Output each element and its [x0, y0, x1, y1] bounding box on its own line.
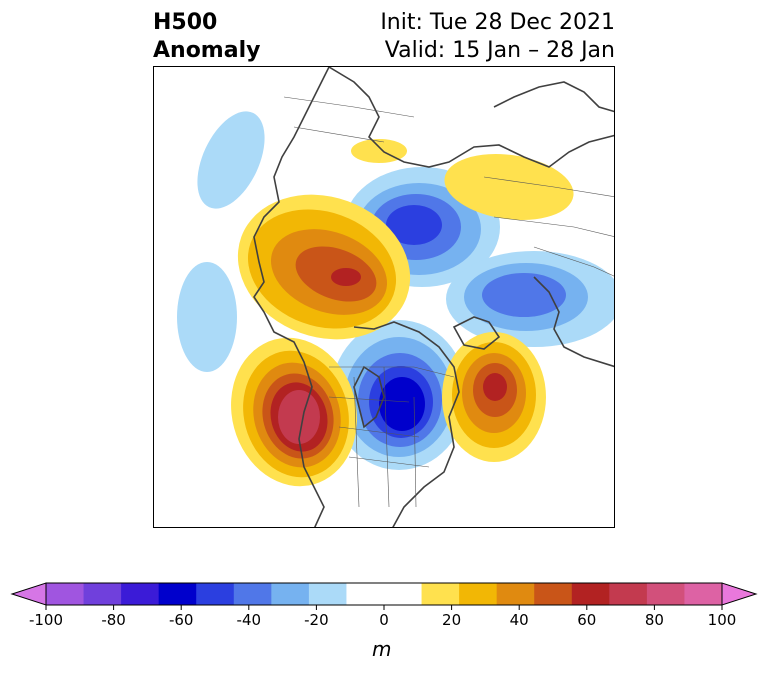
field-title: H500 Anomaly: [153, 9, 260, 65]
colorbar-cell: [308, 583, 347, 605]
colorbar-cell: [346, 583, 385, 605]
colorbar-unit: m: [372, 637, 392, 661]
negative-anomaly-eastern-canada: [331, 320, 467, 470]
colorbar-extend-high: [721, 582, 758, 606]
colorbar-tick-label: -20: [304, 611, 329, 629]
colorbar-cell: [459, 583, 498, 605]
negative-anomaly-east-asia: [446, 251, 614, 347]
colorbar-cell: [384, 583, 423, 605]
negative-anomaly-west-pacific: [177, 111, 265, 372]
colorbar-cell: [233, 583, 272, 605]
colorbar-tick-label: -80: [101, 611, 126, 629]
colorbar-tick-label: 60: [577, 611, 596, 629]
colorbar-cell: [121, 583, 160, 605]
colorbar-tick-label: 80: [645, 611, 664, 629]
colorbar-cell: [534, 583, 573, 605]
field-title-line2: Anomaly: [153, 38, 261, 63]
colorbar-tick-label: 20: [442, 611, 461, 629]
colorbar-cell: [421, 583, 460, 605]
colorbar-cell: [684, 583, 723, 605]
colorbar-tick-label: 40: [510, 611, 529, 629]
colorbar-tick-label: 100: [708, 611, 737, 629]
valid-range: Valid: 15 Jan – 28 Jan: [384, 38, 615, 63]
map-canvas: [177, 67, 614, 527]
coastlines: [253, 67, 614, 527]
colorbar-cell: [646, 583, 685, 605]
colorbar-cell: [609, 583, 648, 605]
init-date: Init: Tue 28 Dec 2021: [380, 10, 615, 35]
colorbar-tick-label: -100: [29, 611, 63, 629]
colorbar-extend-low: [10, 582, 47, 606]
colorbar-cell: [571, 583, 610, 605]
positive-anomaly-north-pacific: [231, 337, 357, 487]
colorbar-tick-label: -60: [169, 611, 194, 629]
colorbar: -100 -80 -60 -40 -20 0 20 40 60 80 100: [10, 582, 758, 629]
field-title-line1: H500: [153, 10, 218, 35]
colorbar-cell: [158, 583, 197, 605]
colorbar-cell: [496, 583, 535, 605]
colorbar-cell: [46, 583, 85, 605]
colorbar-cell: [271, 583, 310, 605]
positive-anomaly-north-atlantic: [442, 332, 546, 462]
political-borders: [283, 96, 614, 508]
colorbar-cell: [83, 583, 122, 605]
colorbar-tick-label: -40: [237, 611, 262, 629]
anomaly-map: [153, 66, 615, 528]
positive-anomaly-alaska: [237, 194, 411, 340]
colorbar-tick-label: 0: [379, 611, 389, 629]
colorbar-cell: [196, 583, 235, 605]
date-title: Init: Tue 28 Dec 2021 Valid: 15 Jan – 28…: [380, 9, 615, 65]
